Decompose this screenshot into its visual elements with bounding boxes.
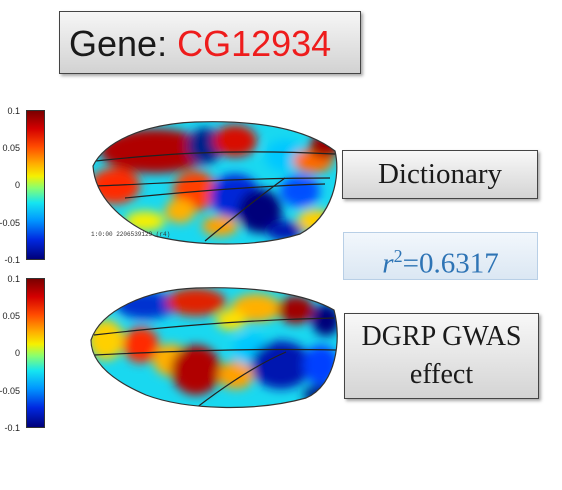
colorbar-top-tick: 0 bbox=[14, 180, 20, 190]
gene-id: CG12934 bbox=[177, 23, 332, 64]
colorbar-top-tick: -0.1 bbox=[4, 255, 20, 265]
colorbar-top bbox=[26, 110, 45, 260]
wing-heatmap-gwas bbox=[90, 287, 338, 409]
r2-exponent: 2 bbox=[393, 246, 403, 266]
colorbar-top-tick: -0.05 bbox=[0, 218, 20, 228]
colorbar-bottom-tick: -0.05 bbox=[0, 386, 20, 396]
gene-prefix: Gene: bbox=[69, 23, 178, 64]
gwas-line1: DGRP GWAS bbox=[361, 321, 522, 352]
wing-heatmap-dictionary bbox=[92, 121, 338, 245]
gene-title-box: Gene: CG12934 bbox=[59, 11, 361, 74]
colorbar-bottom bbox=[26, 278, 45, 428]
colorbar-bottom-tick: -0.1 bbox=[4, 423, 20, 433]
colorbar-bottom-tick: 0 bbox=[14, 348, 20, 358]
wing-caption: 1:0:00 2206539129 (r4) bbox=[91, 231, 171, 238]
r2-symbol: r bbox=[382, 247, 394, 280]
gwas-line2: effect bbox=[409, 359, 474, 390]
gwas-effect-label: DGRP GWAS effect bbox=[344, 313, 539, 399]
colorbar-top-tick: 0.05 bbox=[2, 143, 20, 153]
dictionary-label: Dictionary bbox=[342, 150, 538, 199]
r2-number: =0.6317 bbox=[402, 247, 499, 280]
r-squared-value: r2=0.6317 bbox=[343, 232, 538, 280]
colorbar-bottom-tick: 0.1 bbox=[7, 274, 20, 284]
colorbar-top-tick: 0.1 bbox=[7, 106, 20, 116]
colorbar-bottom-tick: 0.05 bbox=[2, 311, 20, 321]
